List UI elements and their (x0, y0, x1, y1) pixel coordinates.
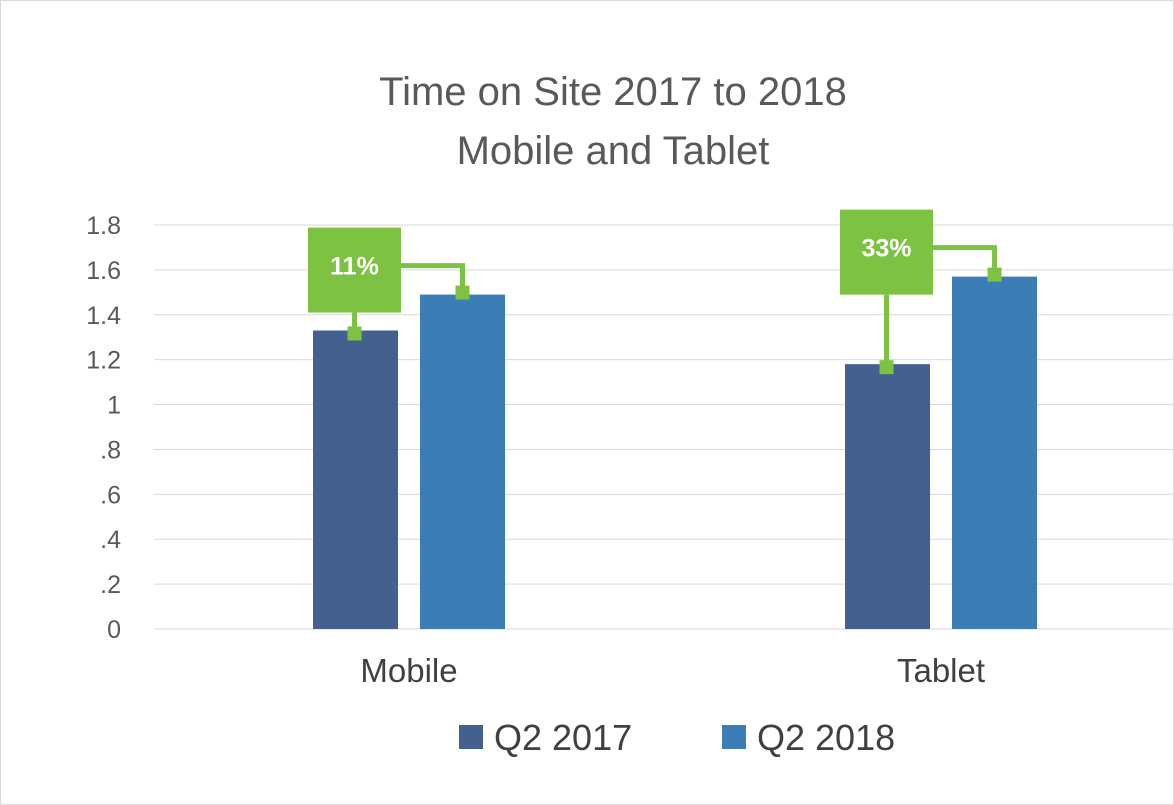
y-axis-ticks: 0 .2 .4 .6 .8 1 1.2 1.4 1.6 1.8 (86, 212, 121, 644)
legend-swatch-series-1 (722, 725, 746, 749)
callouts: 11% 33% (308, 209, 1002, 375)
y-tick-label: 1.4 (86, 302, 121, 330)
callout-connector (401, 263, 465, 293)
bar-tablet-series-0 (845, 364, 930, 629)
bar-tablet-series-1 (952, 276, 1037, 629)
legend-label: Q2 2017 (494, 717, 632, 758)
bar-mobile-series-1 (420, 294, 505, 629)
legend-label: Q2 2018 (757, 717, 895, 758)
bar-mobile-series-0 (313, 330, 398, 629)
callout-box (308, 227, 401, 313)
callout-box (840, 209, 933, 295)
y-tick-label: 1.8 (86, 212, 121, 240)
callout-marker (455, 285, 470, 300)
y-tick-label: 1.2 (86, 347, 121, 375)
legend-swatch-series-0 (459, 725, 483, 749)
callout-marker (987, 267, 1002, 282)
y-tick-label: .4 (100, 526, 121, 554)
callout-marker (347, 326, 362, 341)
y-tick-label: .8 (100, 436, 121, 464)
callout-label: 33% (861, 235, 911, 263)
x-category-label: Mobile (360, 652, 457, 689)
y-tick-label: 1 (107, 392, 121, 420)
chart-title-line-2: Mobile and Tablet (457, 129, 770, 173)
legend: Q2 2017 Q2 2018 (459, 717, 895, 758)
x-category-label: Tablet (897, 652, 985, 689)
y-tick-label: .2 (100, 571, 121, 599)
callout-label: 11% (330, 253, 379, 281)
callout-marker (879, 360, 894, 375)
y-tick-label: 0 (107, 616, 121, 644)
y-tick-label: 1.6 (86, 257, 121, 285)
x-axis-categories: Mobile Tablet (360, 652, 985, 689)
chart-title-line-1: Time on Site 2017 to 2018 (379, 70, 847, 114)
bars (313, 276, 1037, 629)
y-tick-label: .6 (100, 481, 121, 509)
callout-connector (933, 245, 997, 275)
